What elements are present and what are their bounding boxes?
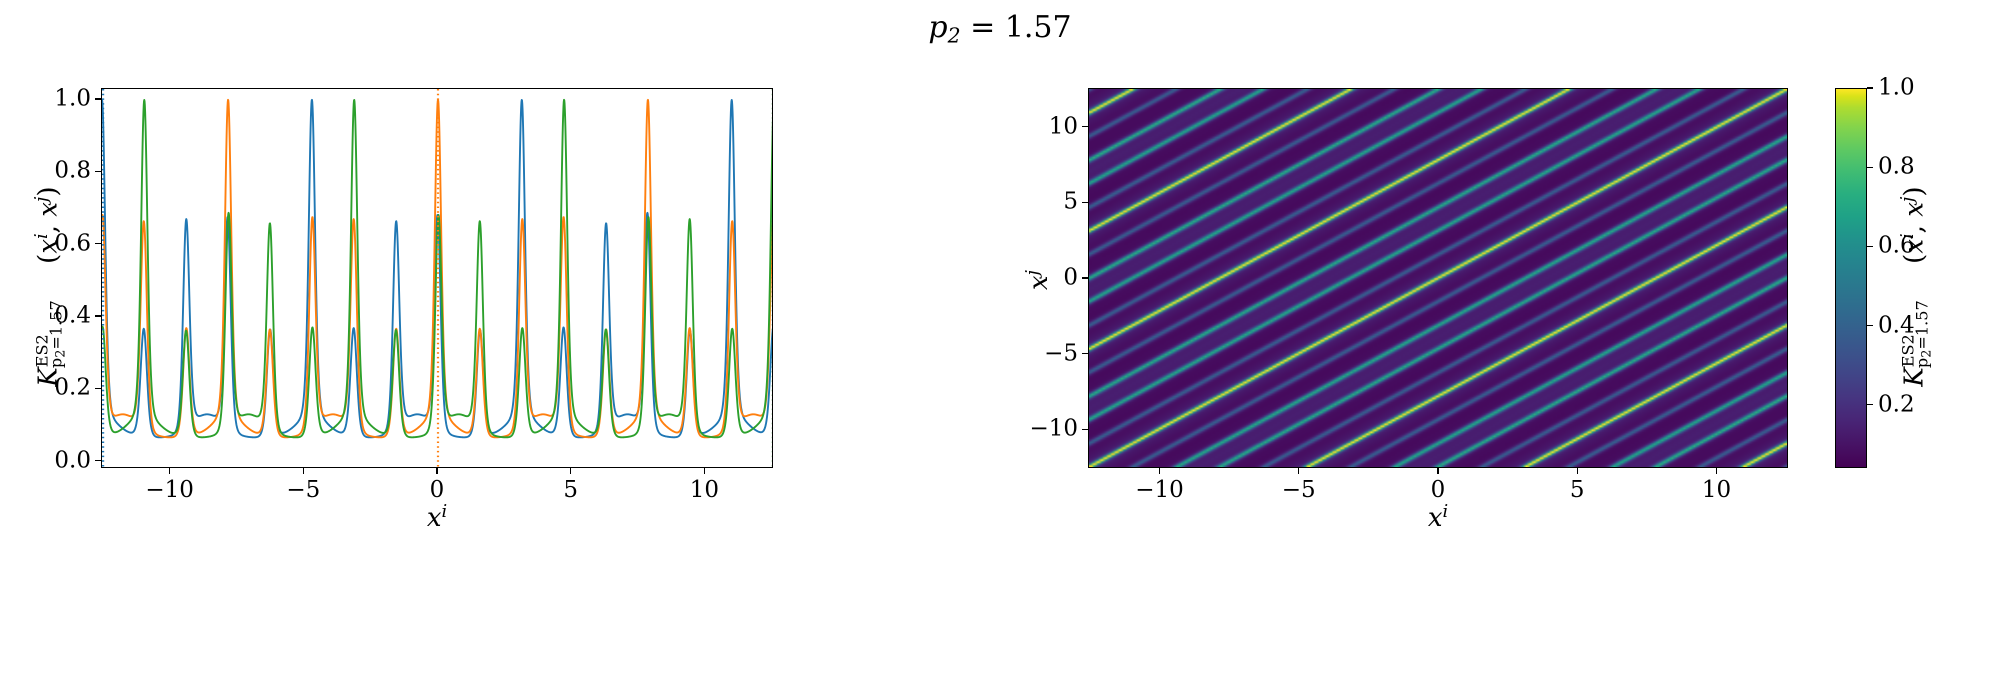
line-plot-ytick-label: 0.0 xyxy=(54,447,91,474)
line-plot-ytick-mark xyxy=(95,315,101,317)
line-plot-canvas xyxy=(102,89,772,467)
heatmap-xtick-mark xyxy=(1298,468,1300,474)
heatmap-xtick-mark xyxy=(1576,468,1578,474)
line-plot-ytick-label: 0.6 xyxy=(54,230,91,257)
heatmap-axes xyxy=(1088,88,1788,468)
heatmap-ytick-label: 0 xyxy=(1063,264,1078,291)
line-plot-xtick-mark xyxy=(302,468,304,474)
line-plot-ytick-label: 0.2 xyxy=(54,374,91,401)
title-value: 1.57 xyxy=(1004,10,1072,45)
line-plot-xtick-mark xyxy=(169,468,171,474)
heatmap-xtick-label: 5 xyxy=(1569,477,1585,503)
line-plot-ytick-mark xyxy=(95,170,101,172)
heatmap-xtick-mark xyxy=(1715,468,1718,474)
ylabel-kernel-symbol: K xyxy=(33,367,64,387)
heatmap-xlabel: xi xyxy=(1427,502,1449,534)
heatmap-ylabel: xj xyxy=(1022,270,1055,291)
line-plot-xtick-label: 0 xyxy=(429,477,445,503)
colorbar-tick-mark xyxy=(1867,324,1873,327)
heatmap-xtick-label: −5 xyxy=(1281,477,1316,503)
colorbar-tick-mark xyxy=(1867,404,1873,406)
heatmap-xtick-label: −10 xyxy=(1135,477,1184,503)
colorbar-tick-label: 0.4 xyxy=(1878,312,1915,338)
heatmap-ytick-mark xyxy=(1082,201,1088,204)
colorbar-tick-label: 1.0 xyxy=(1878,74,1915,101)
colorbar-tick-mark xyxy=(1867,87,1873,89)
colorbar-tick-label: 0.6 xyxy=(1878,232,1915,259)
line-plot-ytick-mark xyxy=(95,98,101,100)
kernel-curves-svg xyxy=(102,89,772,467)
heatmap-xtick-mark xyxy=(1437,468,1439,474)
figure-title: p2 = 1.57 xyxy=(0,8,2000,56)
heatmap-xtick-label: 10 xyxy=(1701,477,1732,503)
colorbar-tick-label: 0.2 xyxy=(1878,391,1915,418)
line-plot-ytick-mark xyxy=(95,243,101,245)
colorbar-kernel-symbol: K xyxy=(1899,367,1930,387)
heatmap-ytick-mark xyxy=(1082,126,1088,128)
line-plot-xlabel: xi xyxy=(426,502,448,534)
heatmap-ytick-mark xyxy=(1082,277,1088,279)
line-plot-ylabel: KES2p2=1.57(xi, xj) xyxy=(32,186,69,387)
line-plot-ytick-label: 0.4 xyxy=(54,302,91,329)
heatmap-ytick-label: −5 xyxy=(1044,340,1078,367)
heatmap-canvas xyxy=(1089,89,1787,467)
heatmap-ytick-mark xyxy=(1082,428,1088,430)
heatmap-ytick-label: 5 xyxy=(1063,188,1078,215)
title-variable: p xyxy=(928,10,948,45)
heatmap-image xyxy=(1089,89,1787,467)
heatmap-ytick-mark xyxy=(1082,353,1088,355)
line-plot-ytick-mark xyxy=(95,460,101,462)
colorbar-label: KES2p2=1.57(xi, xj) xyxy=(1898,186,1935,387)
line-plot-axes xyxy=(101,88,773,468)
heatmap-xtick-label: 0 xyxy=(1430,477,1446,503)
line-plot-xtick-mark xyxy=(570,468,572,474)
heatmap-ytick-label: 10 xyxy=(1048,113,1078,140)
colorbar xyxy=(1835,88,1867,468)
line-plot-xtick-label: 10 xyxy=(689,477,720,503)
colorbar-tick-mark xyxy=(1867,166,1873,168)
line-plot-xtick-label: −10 xyxy=(145,477,194,503)
line-plot-xtick-mark xyxy=(436,468,438,474)
kernel-curve-anchor_right xyxy=(102,98,772,439)
title-subscript: 2 xyxy=(947,23,961,48)
heatmap-ytick-label: −10 xyxy=(1029,415,1078,442)
line-plot-ytick-mark xyxy=(95,387,101,390)
title-equals: = xyxy=(970,10,996,45)
heatmap-xtick-mark xyxy=(1158,468,1161,474)
line-plot-xtick-label: −5 xyxy=(286,477,321,503)
line-plot-xtick-label: 5 xyxy=(563,477,579,503)
colorbar-tick-label: 0.8 xyxy=(1878,153,1915,180)
line-plot-ytick-label: 0.8 xyxy=(54,157,91,184)
line-plot-xtick-mark xyxy=(703,468,706,474)
colorbar-tick-mark xyxy=(1867,245,1873,248)
line-plot-ytick-label: 1.0 xyxy=(54,85,91,112)
